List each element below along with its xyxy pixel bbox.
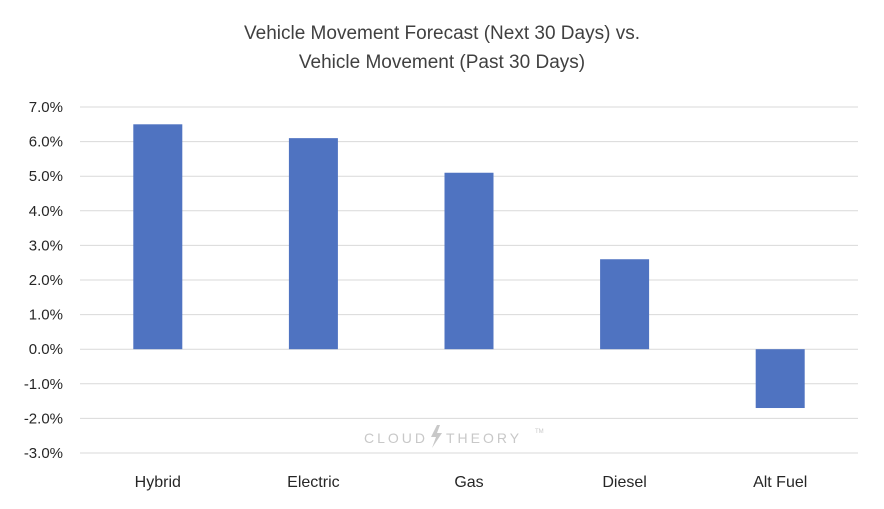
y-tick-label: 5.0% — [29, 168, 63, 185]
y-tick-label: 4.0% — [29, 203, 63, 220]
x-category-label: Diesel — [602, 474, 646, 491]
watermark-left-text: CLOUD — [364, 430, 428, 446]
watermark: CLOUD THEORY TM — [364, 425, 544, 448]
x-category-label: Electric — [287, 474, 339, 491]
bar-alt-fuel — [755, 349, 805, 409]
x-axis-categories: Hybrid Electric Gas Diesel Alt Fuel — [135, 474, 808, 491]
bar-electric — [288, 138, 338, 350]
x-category-label: Gas — [454, 474, 483, 491]
bar-hybrid — [133, 124, 183, 350]
chart-title-line-1: Vehicle Movement Forecast (Next 30 Days)… — [244, 23, 640, 44]
x-category-label: Alt Fuel — [753, 474, 807, 491]
chart-title: Vehicle Movement Forecast (Next 30 Days)… — [244, 23, 640, 73]
y-tick-label: 0.0% — [29, 341, 63, 358]
chart-title-line-2: Vehicle Movement (Past 30 Days) — [299, 52, 585, 73]
y-tick-label: 1.0% — [29, 307, 63, 324]
y-tick-label: 3.0% — [29, 237, 63, 254]
y-tick-label: -3.0% — [24, 445, 63, 462]
watermark-right-text: THEORY — [446, 430, 522, 446]
y-tick-label: -1.0% — [24, 376, 63, 393]
bar-diesel — [600, 259, 650, 350]
y-axis-ticks: 7.0% 6.0% 5.0% 4.0% 3.0% 2.0% 1.0% 0.0% -1.0% -2.… — [24, 99, 63, 462]
bar-gas — [444, 172, 494, 350]
x-category-label: Hybrid — [135, 474, 181, 491]
y-tick-label: 6.0% — [29, 134, 63, 151]
y-tick-label: 7.0% — [29, 99, 63, 116]
watermark-trademark: TM — [535, 429, 544, 435]
bars — [133, 124, 805, 409]
y-tick-label: 2.0% — [29, 272, 63, 289]
y-tick-label: -2.0% — [24, 410, 63, 427]
lightning-bolt-icon — [431, 425, 442, 448]
